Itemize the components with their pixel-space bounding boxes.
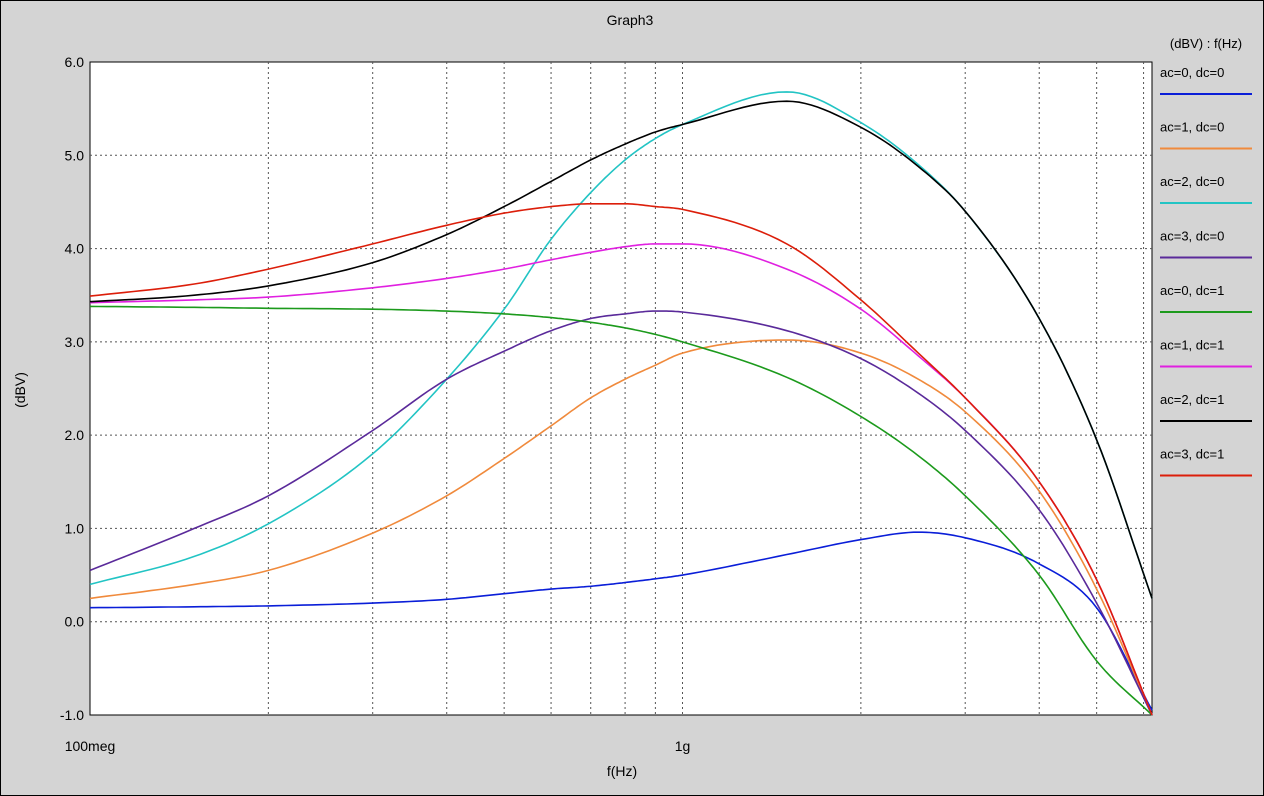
x-tick-label: 1g — [675, 738, 691, 754]
legend-title: (dBV) : f(Hz) — [1170, 36, 1242, 51]
series-lines — [89, 91, 1153, 716]
legend-label: ac=3, dc=1 — [1160, 447, 1224, 462]
y-tick-label: 2.0 — [65, 427, 85, 443]
legend-label: ac=0, dc=1 — [1160, 283, 1224, 298]
series-line — [89, 100, 1153, 599]
legend: ac=0, dc=0 ac=1, dc=0 ac=2, dc=0 ac=3, dc=0… — [1160, 65, 1252, 477]
y-tick-label: 5.0 — [65, 147, 85, 163]
series-line — [89, 203, 1153, 716]
y-tick-label: 0.0 — [65, 614, 85, 630]
x-tick-label: 100meg — [65, 738, 116, 754]
legend-label: ac=2, dc=1 — [1160, 392, 1224, 407]
y-axis-label: (dBV) — [12, 372, 28, 408]
series-line — [89, 310, 1153, 716]
chart-title: Graph3 — [607, 12, 654, 28]
y-tick-label: 1.0 — [65, 520, 85, 536]
x-tick-labels: 100meg 1g — [65, 738, 691, 754]
y-tick-label: 4.0 — [65, 241, 85, 257]
y-tick-labels: -1.0 0.0 1.0 2.0 3.0 4.0 5.0 6.0 — [60, 54, 84, 723]
y-tick-label: 6.0 — [65, 54, 85, 70]
legend-label: ac=3, dc=0 — [1160, 229, 1224, 244]
legend-label: ac=1, dc=0 — [1160, 120, 1224, 135]
series-line — [89, 531, 1153, 711]
x-axis-label: f(Hz) — [607, 763, 637, 779]
legend-label: ac=1, dc=1 — [1160, 338, 1224, 353]
y-tick-label: -1.0 — [60, 707, 84, 723]
plot-area — [89, 61, 1153, 716]
grid-lines — [90, 62, 1152, 715]
legend-label: ac=2, dc=0 — [1160, 174, 1224, 189]
series-line — [89, 339, 1153, 716]
series-line — [89, 305, 1153, 716]
legend-label: ac=0, dc=0 — [1160, 65, 1224, 80]
y-tick-label: 3.0 — [65, 334, 85, 350]
